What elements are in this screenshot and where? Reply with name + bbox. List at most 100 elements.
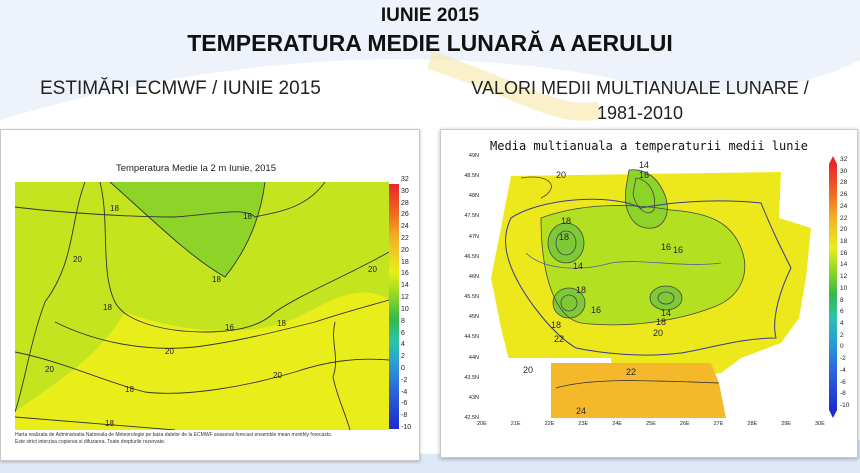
colorbar-tick-label: 0 — [840, 343, 844, 351]
colorbar-tick-label: -10 — [840, 402, 850, 409]
colorbar-top-arrow — [829, 156, 837, 164]
climatology-temperature-map: 14 16 20 18 18 16 16 14 18 16 14 18 18 2… — [481, 158, 819, 418]
colorbar-tick-label: 8 — [840, 296, 844, 304]
colorbar-tick-label: 0 — [401, 364, 405, 372]
contour-label: 16 — [661, 242, 671, 252]
latitude-tick-label: 47N — [468, 233, 479, 240]
latitude-tick-label: 43.5N — [464, 374, 479, 381]
contour-label: 20 — [45, 365, 54, 374]
climatology-map-panel: Media multianuala a temperaturii medii l… — [440, 129, 858, 458]
contour-label: 18 — [105, 419, 114, 428]
latitude-tick-label: 47.5N — [464, 213, 479, 220]
ecmwf-colorbar — [389, 184, 399, 429]
contour-label: 16 — [673, 245, 683, 255]
colorbar-tick-label: 18 — [840, 238, 848, 245]
colorbar-tick-label: -4 — [401, 388, 408, 396]
colorbar-tick-label: 4 — [840, 320, 844, 327]
colorbar-tick-label: 20 — [840, 226, 848, 234]
colorbar-tick-label: 16 — [840, 249, 848, 257]
page-main-title: TEMPERATURA MEDIE LUNARĂ A AERULUI — [187, 30, 673, 56]
longitude-tick-label: 25E — [646, 421, 656, 427]
longitude-tick-label: 24E — [612, 421, 622, 427]
contour-label: 20 — [556, 170, 566, 180]
colorbar-tick-label: 32 — [401, 176, 409, 183]
contour-label: 16 — [591, 305, 601, 315]
colorbar-tick-label: 16 — [401, 270, 409, 278]
climatology-colorbar — [829, 164, 837, 410]
latitude-tick-label: 44.5N — [464, 334, 479, 341]
contour-label: 18 — [551, 320, 561, 330]
longitude-tick-label: 21E — [510, 421, 521, 427]
colorbar-tick-label: 30 — [840, 167, 848, 175]
contour-label: 18 — [103, 303, 112, 312]
light-green-area — [15, 182, 389, 412]
contour-label: 22 — [554, 334, 564, 344]
latitude-tick-label: 45N — [468, 314, 479, 321]
contour-label: 20 — [368, 265, 377, 274]
longitude-tick-label: 30E — [815, 421, 825, 427]
colorbar-tick-label: -8 — [840, 390, 846, 398]
colorbar-tick-label: -8 — [401, 412, 408, 420]
contour-label: 24 — [576, 406, 586, 416]
contour-label: 20 — [73, 255, 82, 264]
ecmwf-forecast-map-panel: Temperatura Medie la 2 m Iunie, 2015 18 … — [0, 129, 420, 461]
left-map-subtitle: ESTIMĂRI ECMWF / IUNIE 2015 — [40, 78, 321, 99]
colorbar-tick-label: 6 — [401, 329, 405, 337]
longitude-tick-label: 28E — [747, 421, 758, 427]
colorbar-tick-label: 30 — [401, 187, 409, 195]
colorbar-tick-label: -6 — [840, 378, 846, 386]
longitude-tick-label: 29E — [781, 421, 791, 427]
colorbar-tick-label: 22 — [401, 235, 409, 243]
latitude-tick-label: 48.5N — [464, 173, 479, 180]
right-map-subtitle: VALORI MEDII MULTIANUALE LUNARE / 1981-2… — [440, 76, 840, 126]
contour-label: 20 — [165, 347, 174, 356]
dark-green-area — [553, 288, 585, 318]
latitude-tick-label: 46N — [468, 273, 479, 280]
contour-label: 18 — [125, 385, 134, 394]
contour-label: 20 — [273, 371, 282, 380]
right-subtitle-line2: 1981-2010 — [596, 103, 684, 123]
ecmwf-contour-labels: 18 18 20 18 18 16 20 20 20 18 18 20 18 — [45, 204, 377, 428]
colorbar-tick-label: 24 — [401, 223, 409, 231]
contour-label: 14 — [573, 261, 583, 271]
longitude-tick-label: 26E — [679, 421, 690, 427]
colorbar-tick-label: -2 — [840, 355, 846, 363]
contour-label: 16 — [225, 323, 234, 332]
latitude-tick-label: 42.5N — [464, 415, 479, 421]
contour-label: 18 — [656, 317, 666, 327]
contour-label: 18 — [110, 204, 119, 213]
climatology-colorbar-ticks: 32 30 28 26 24 22 20 18 16 14 12 10 8 6 4 2 0 -2 -4 -6 -8 -10 — [840, 156, 858, 410]
latitude-tick-label: 44N — [468, 354, 479, 361]
green-area — [541, 205, 745, 325]
colorbar-tick-label: -2 — [401, 376, 408, 384]
colorbar-tick-label: 12 — [401, 294, 409, 302]
ecmwf-credit-line1: Harta realizata de Administratia Nationa… — [15, 432, 333, 438]
contour-label: 18 — [561, 216, 571, 226]
colorbar-tick-label: 2 — [401, 353, 405, 361]
page-month-title: IUNIE 2015 — [380, 5, 480, 26]
ecmwf-credit-line2: Este strict interzisa copierea si difuza… — [15, 439, 166, 445]
colorbar-tick-label: 4 — [401, 341, 405, 349]
longitude-axis: 20E 21E 22E 23E 24E 25E 26E 27E 28E 29E 30E — [477, 421, 825, 431]
contour-label: 20 — [523, 365, 533, 375]
colorbar-tick-label: 10 — [840, 284, 848, 292]
colorbar-tick-label: 26 — [840, 191, 848, 199]
longitude-tick-label: 22E — [544, 421, 555, 427]
contour-label: 16 — [639, 170, 649, 180]
colorbar-tick-label: 14 — [840, 261, 848, 269]
latitude-tick-label: 43N — [468, 394, 479, 401]
contour-label: 18 — [576, 285, 586, 295]
colorbar-tick-label: 12 — [840, 273, 848, 281]
ecmwf-map-title: Temperatura Medie la 2 m Iunie, 2015 — [115, 163, 276, 174]
colorbar-tick-label: 8 — [401, 317, 405, 325]
colorbar-tick-label: -4 — [840, 366, 846, 374]
colorbar-tick-label: 26 — [401, 211, 409, 219]
colorbar-tick-label: 24 — [840, 202, 848, 210]
contour-label: 18 — [212, 275, 221, 284]
colorbar-tick-label: 18 — [401, 258, 409, 266]
longitude-tick-label: 23E — [578, 421, 589, 427]
longitude-tick-label: 20E — [477, 421, 487, 427]
ecmwf-colorbar-ticks: 32 30 28 26 24 22 20 18 16 14 12 10 8 6 4 2 0 -2 -4 -6 -8 -10 — [401, 176, 421, 431]
colorbar-tick-label: 32 — [840, 156, 848, 163]
contour-label: 22 — [626, 367, 636, 377]
